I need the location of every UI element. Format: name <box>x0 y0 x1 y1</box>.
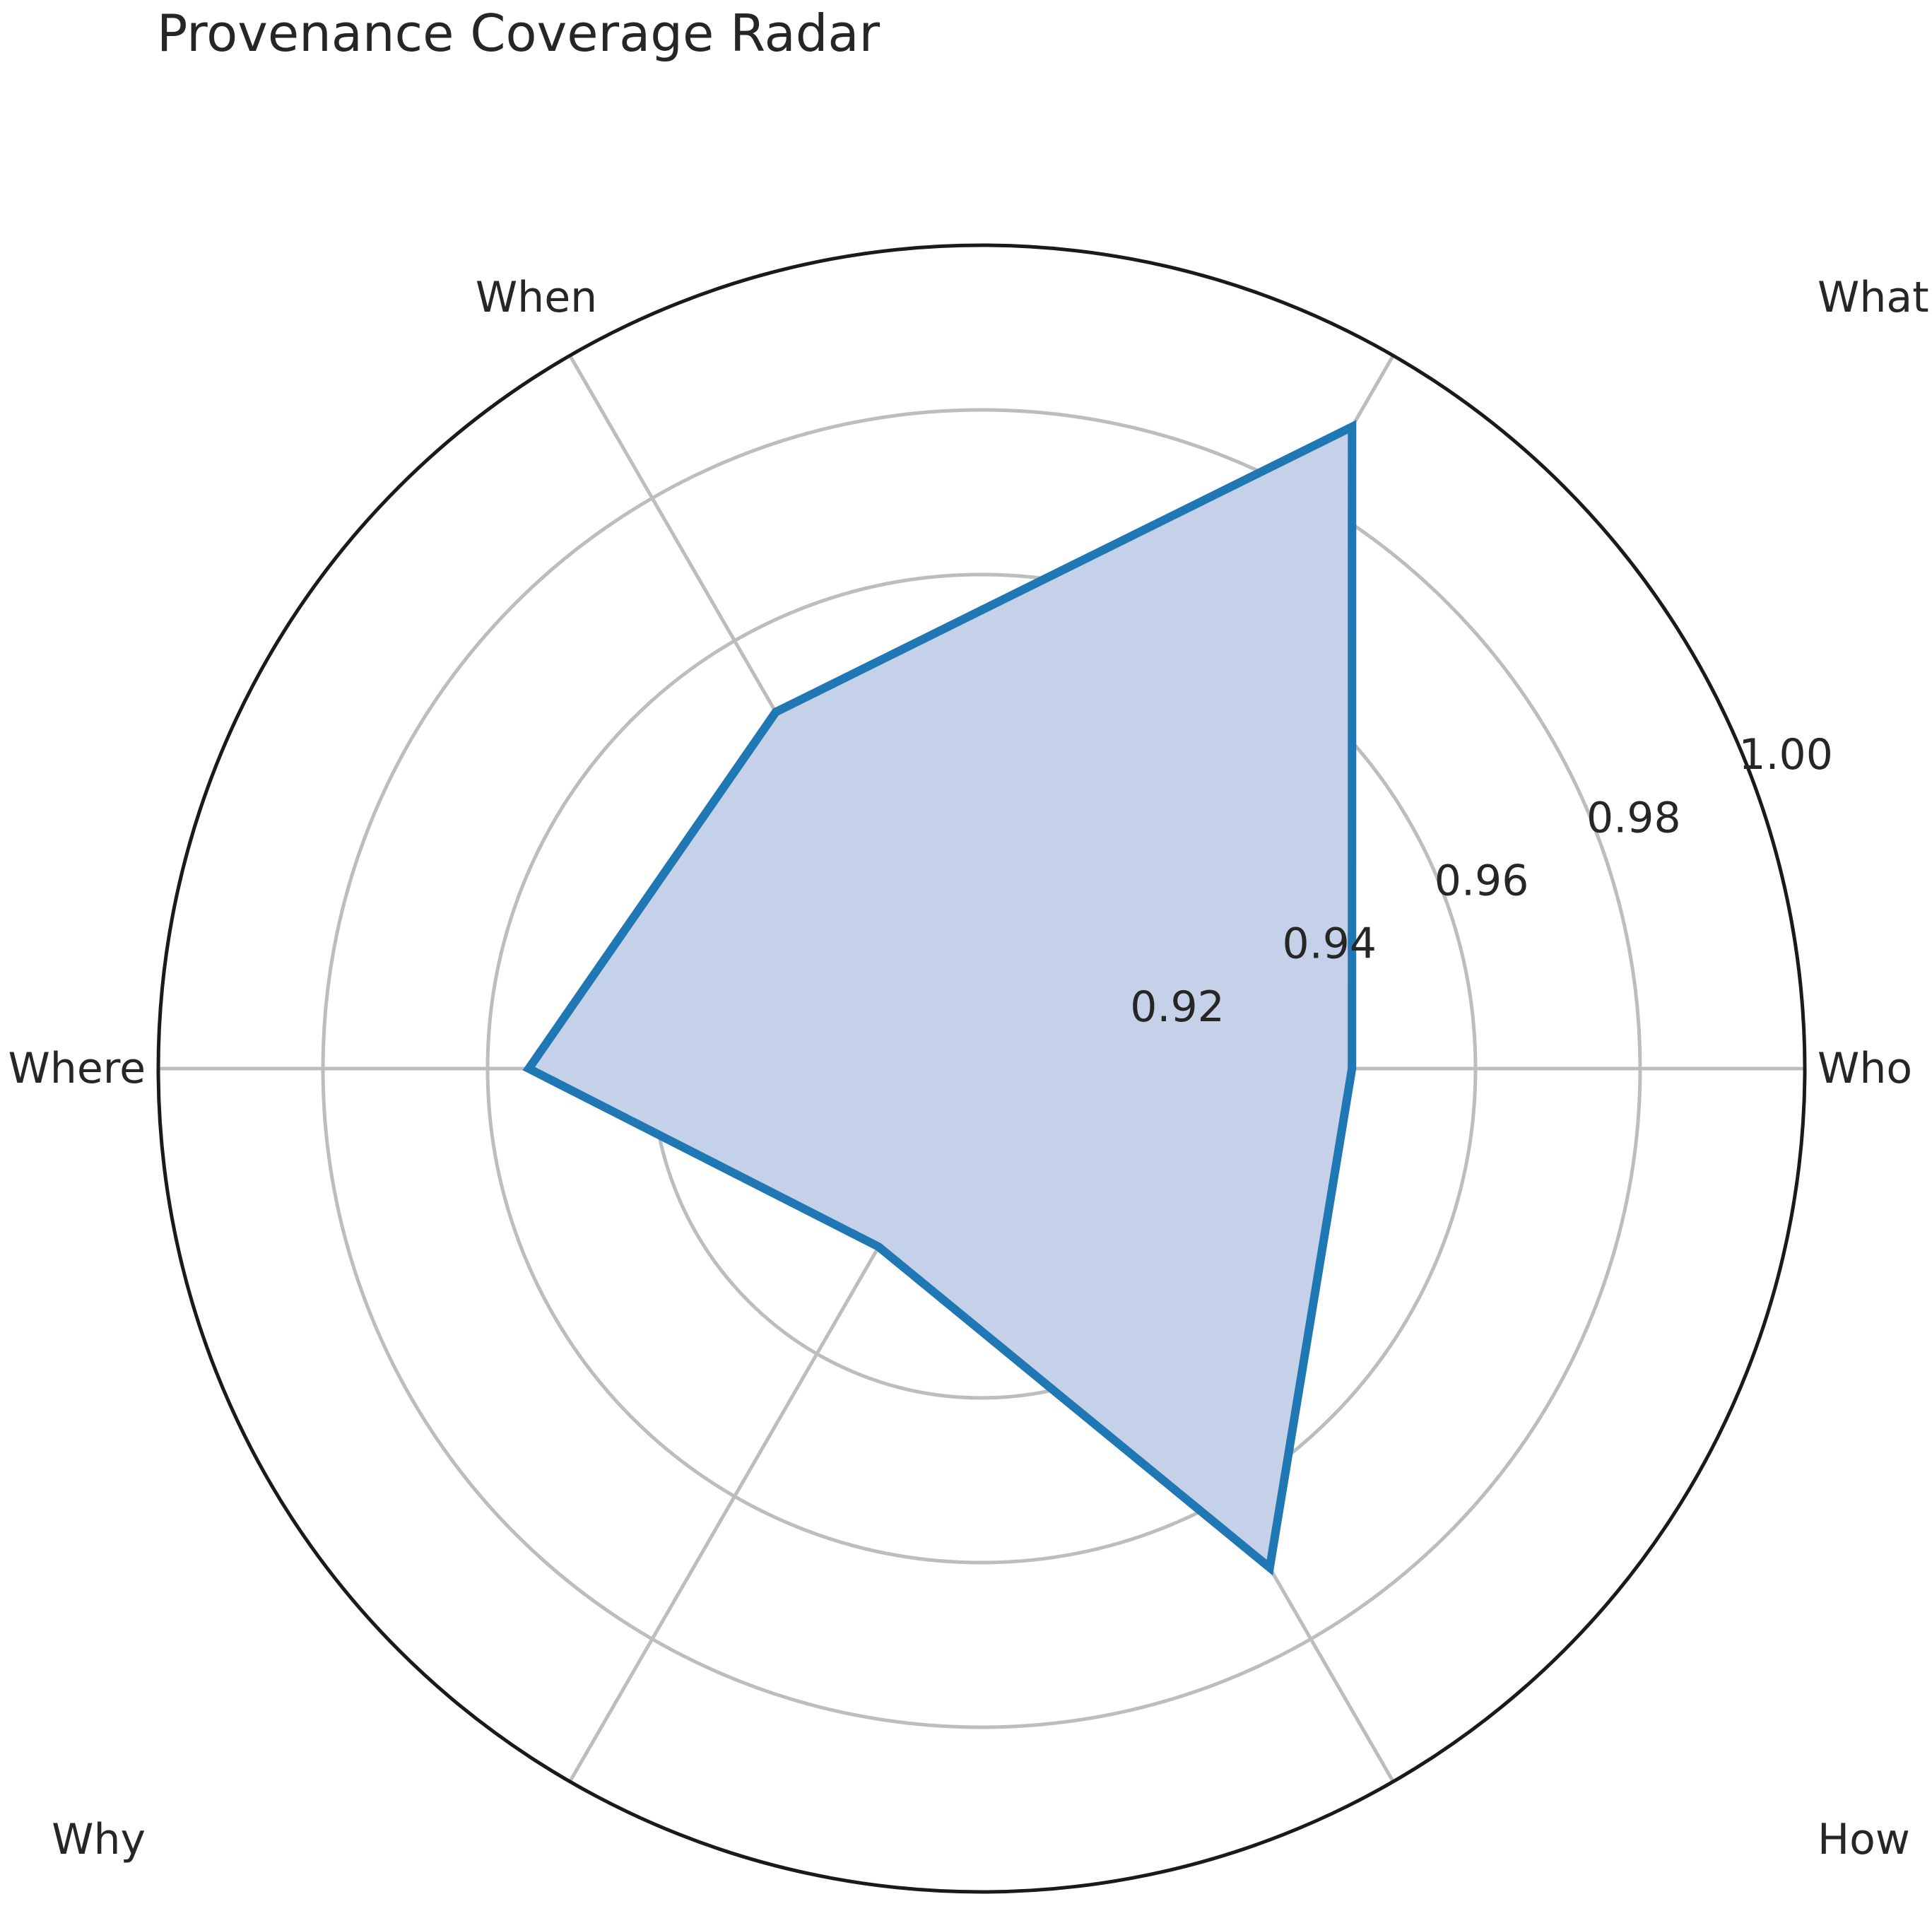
axis-label-what: What <box>1818 273 1929 322</box>
axis-label-where: Where <box>8 1044 146 1093</box>
axis-label-why: Why <box>52 1815 146 1864</box>
radial-tick-label-1.00: 1.00 <box>1738 730 1833 780</box>
axis-label-how: How <box>1818 1815 1910 1864</box>
radial-tick-label-0.94: 0.94 <box>1283 919 1377 969</box>
grid-circle-0.96 <box>485 572 1478 1565</box>
frame-layer <box>156 243 1807 1894</box>
axis-label-who: Who <box>1818 1044 1912 1093</box>
series-area-0 <box>529 427 1353 1568</box>
grid-circle-0.98 <box>321 408 1642 1729</box>
series-layer <box>522 420 1357 1576</box>
label-layer: Who What When Where Why How 0.92 0.94 0.96 0.98 1.… <box>8 273 1928 1864</box>
radial-tick-label-0.92: 0.92 <box>1130 982 1225 1032</box>
polar-frame <box>156 243 1807 1894</box>
radial-tick-label-0.96: 0.96 <box>1435 857 1529 906</box>
radial-tick-label-0.98: 0.98 <box>1586 793 1681 842</box>
axis-label-when: When <box>476 273 597 322</box>
chart-title: Provenance Coverage Radar <box>157 4 880 63</box>
